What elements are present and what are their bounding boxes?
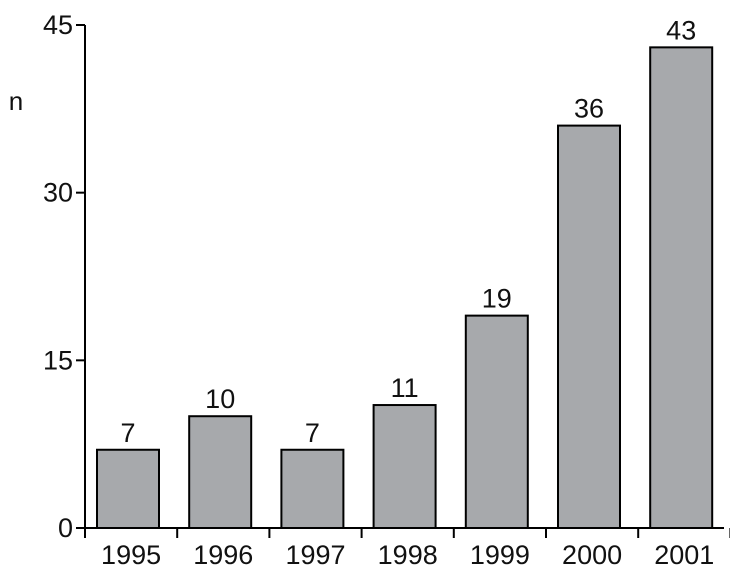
bar-1997 (280, 448, 345, 529)
data-label-2001: 43 (666, 15, 696, 45)
data-label-1995: 7 (120, 418, 135, 448)
data-label-1996: 10 (205, 384, 235, 414)
x-tick-label-1999: 1999 (470, 540, 530, 570)
x-tick-label-2000: 2000 (562, 540, 622, 570)
bar-1996 (188, 415, 253, 530)
bar-2000 (557, 124, 621, 529)
y-tick-label: 0 (58, 513, 73, 543)
data-label-1999: 19 (482, 284, 512, 314)
x-tick-label-1997: 1997 (285, 540, 345, 570)
x-tick-label-1998: 1998 (378, 540, 438, 570)
bars (96, 46, 714, 530)
x-tick-label-1996: 1996 (193, 540, 253, 570)
bar-2001 (649, 46, 714, 529)
y-tick-label: 45 (43, 10, 73, 40)
bar-1998 (372, 404, 437, 529)
data-label-2000: 36 (574, 94, 604, 124)
bar-1995 (96, 448, 160, 529)
data-labels: 7 10 7 11 19 36 43 (120, 15, 696, 447)
data-label-1998: 11 (391, 373, 419, 403)
y-ticks: 0 15 30 45 (43, 10, 85, 543)
bar-1999 (464, 314, 529, 529)
y-axis-label: n (9, 86, 23, 116)
x-tick-label-1995: 1995 (101, 540, 161, 570)
data-label-1997: 7 (305, 418, 320, 448)
x-tick-label-2001: 2001 (654, 540, 714, 570)
x-ticks: 1995 1996 1997 1998 1999 2000 2001 (84, 528, 730, 570)
y-tick-label: 30 (43, 178, 73, 208)
y-tick-label: 15 (43, 345, 73, 375)
